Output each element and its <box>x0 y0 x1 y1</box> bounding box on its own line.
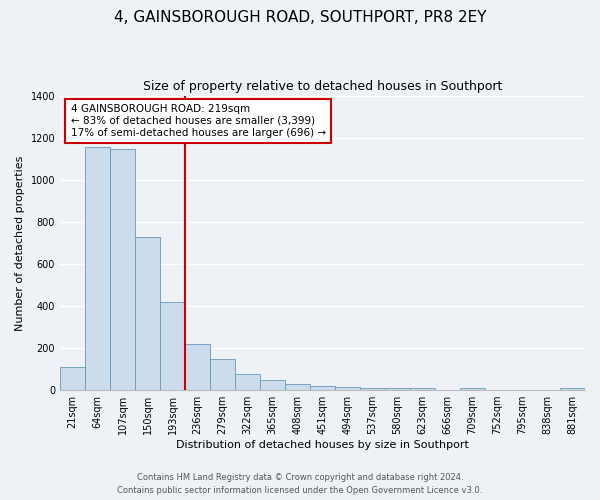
Bar <box>235 374 260 390</box>
Bar <box>60 367 85 390</box>
Text: 4, GAINSBOROUGH ROAD, SOUTHPORT, PR8 2EY: 4, GAINSBOROUGH ROAD, SOUTHPORT, PR8 2EY <box>114 10 486 25</box>
Bar <box>360 388 385 390</box>
Title: Size of property relative to detached houses in Southport: Size of property relative to detached ho… <box>143 80 502 93</box>
Bar <box>135 236 160 390</box>
Bar <box>460 388 485 390</box>
Text: Contains HM Land Registry data © Crown copyright and database right 2024.
Contai: Contains HM Land Registry data © Crown c… <box>118 474 482 495</box>
Bar <box>210 359 235 390</box>
Text: 4 GAINSBOROUGH ROAD: 219sqm
← 83% of detached houses are smaller (3,399)
17% of : 4 GAINSBOROUGH ROAD: 219sqm ← 83% of det… <box>71 104 326 138</box>
Y-axis label: Number of detached properties: Number of detached properties <box>15 155 25 330</box>
Bar <box>335 386 360 390</box>
Bar <box>310 386 335 390</box>
Bar <box>110 148 135 390</box>
Bar <box>285 384 310 390</box>
Bar <box>160 302 185 390</box>
X-axis label: Distribution of detached houses by size in Southport: Distribution of detached houses by size … <box>176 440 469 450</box>
Bar <box>185 344 210 390</box>
Bar <box>560 388 585 390</box>
Bar <box>85 147 110 390</box>
Bar <box>260 380 285 390</box>
Bar <box>385 388 410 390</box>
Bar <box>410 388 435 390</box>
